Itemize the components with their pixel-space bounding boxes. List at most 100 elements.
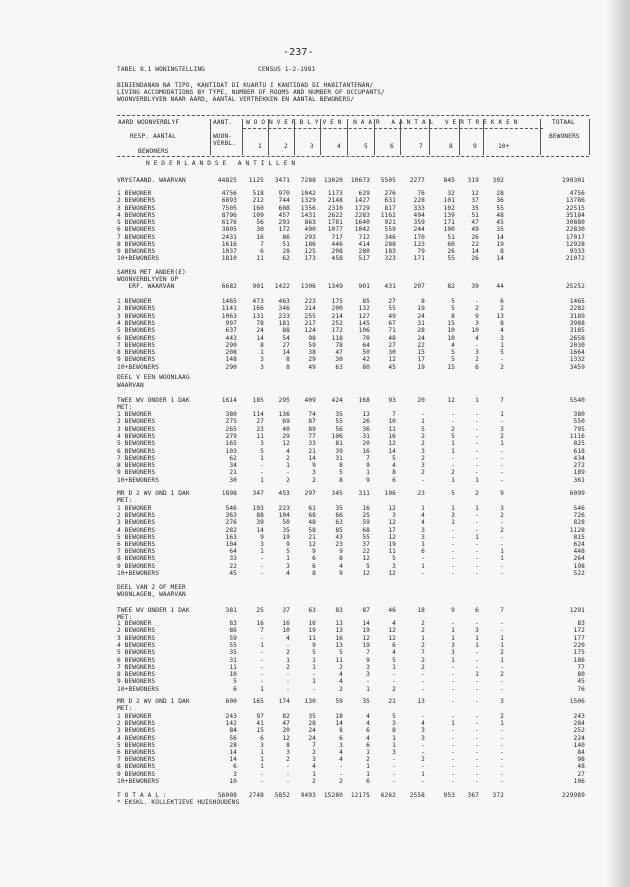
cell-rooms-6: 288 — [384, 240, 396, 248]
cell-rooms-4: 2 — [339, 777, 343, 785]
cell-rooms-3: - — [312, 685, 316, 693]
cell-rooms-6: 346 — [384, 233, 396, 241]
cell-rooms-6: 8 — [392, 469, 396, 477]
cell-total-occupants: 284 — [573, 720, 585, 728]
cell-rooms-8: - — [451, 763, 455, 771]
cell-rooms-1: 88 — [256, 512, 264, 520]
cell-rooms-8: 5 — [451, 298, 455, 305]
cell-dwellings: 34 — [229, 462, 237, 470]
cell-rooms-5: 132 — [358, 305, 370, 313]
cell-rooms-1: - — [260, 562, 264, 570]
cell-rooms-4: 83 — [335, 607, 343, 614]
cell-rooms-8: - — [451, 727, 455, 735]
cell-total-occupants: 1128 — [569, 526, 585, 534]
cell-rooms-6: 5 — [392, 555, 396, 563]
cell-rooms-2: 4 — [286, 634, 290, 642]
cell-rooms-1: 6 — [260, 248, 264, 255]
cell-rooms-9: - — [475, 569, 479, 577]
cell-rooms-9: 26 — [471, 233, 479, 241]
cell-rooms-9: 319 — [467, 177, 479, 184]
cell-rooms-7: 170 — [413, 233, 425, 241]
cell-dwellings: 276 — [225, 519, 237, 527]
cell-rooms-3: 38 — [308, 349, 316, 357]
cell-rooms-3: 58 — [308, 526, 316, 534]
cell-rooms-1: 518 — [252, 190, 264, 197]
cell-rooms-8: 100 — [443, 226, 455, 234]
cell-rooms-8: 8 — [451, 312, 455, 320]
cell-rooms-8: 1 — [451, 505, 455, 512]
cell-rooms-6: 45 — [388, 363, 396, 371]
cell-rooms-3: 9 — [312, 641, 316, 649]
cell-rooms-10+: - — [500, 562, 504, 570]
cell-total-occupants: 98 — [577, 756, 585, 764]
cell-dwellings: 600 — [225, 698, 237, 705]
cell-rooms-10+: 2 — [500, 432, 504, 440]
cell-rooms-6: 12 — [388, 519, 396, 527]
column-divider — [589, 119, 590, 155]
cell-rooms-7: 2 — [421, 454, 425, 462]
cell-rooms-9: - — [475, 341, 479, 349]
cell-total-occupants: 272 — [573, 462, 585, 470]
cell-rooms-2: 28 — [282, 248, 290, 255]
cell-rooms-3: 98 — [308, 334, 316, 342]
cell-rooms-10+: 2 — [500, 671, 504, 679]
row-label: 5 BEWONERS — [117, 327, 156, 335]
row-label: 8 BEWONERS — [117, 671, 156, 679]
cell-total-occupants: 434 — [573, 454, 585, 462]
cell-rooms-1: 1 — [260, 349, 264, 357]
cell-dwellings: 5 — [233, 678, 237, 686]
cell-rooms-5: 55 — [362, 533, 370, 541]
cell-rooms-2: 2 — [286, 454, 290, 462]
cell-rooms-8: - — [451, 770, 455, 778]
cell-rooms-10+: 6 — [500, 298, 504, 305]
cell-rooms-4: 4 — [339, 756, 343, 764]
cell-total-occupants: 106 — [573, 777, 585, 785]
cell-rooms-5: 4 — [366, 713, 370, 720]
cell-dwellings: 363 — [225, 512, 237, 520]
cell-rooms-6: 5505 — [380, 177, 396, 184]
row-label: 9 BEWONERS — [117, 248, 156, 255]
cell-total-occupants: 550 — [573, 418, 585, 426]
cell-rooms-9: - — [475, 462, 479, 470]
cell-rooms-8: - — [451, 569, 455, 577]
cell-rooms-8: 1 — [451, 720, 455, 728]
cell-total-occupants: 25252 — [565, 283, 585, 290]
cell-rooms-2: 35 — [282, 526, 290, 534]
cell-total-occupants: 48 — [577, 763, 585, 771]
cell-dwellings: 1141 — [221, 305, 237, 313]
cell-rooms-6: 817 — [384, 204, 396, 212]
cell-rooms-6: 16 — [388, 432, 396, 440]
cell-rooms-7: 1 — [421, 418, 425, 426]
cell-rooms-4: 214 — [331, 312, 343, 320]
cell-dwellings: 1810 — [221, 255, 237, 263]
cell-rooms-4: 78 — [335, 341, 343, 349]
cell-dwellings: 1063 — [221, 312, 237, 320]
cell-rooms-4: 345 — [331, 490, 343, 497]
cell-rooms-3: 217 — [304, 319, 316, 327]
title-line-1: BIBIENDANAN NA TIPO, KANTIDAT DI KUARTU … — [117, 82, 374, 89]
cell-dwellings: 6176 — [221, 219, 237, 226]
subgroup-heading: SAMEN MET ANDER(E) — [117, 269, 186, 276]
cell-rooms-3: 1 — [312, 663, 316, 671]
cell-rooms-6: 12 — [388, 533, 396, 541]
cell-rooms-5: 26 — [362, 418, 370, 426]
cell-rooms-8: 845 — [443, 177, 455, 184]
cell-total-occupants: 522 — [573, 569, 585, 577]
row-label: VRYSTAAND. WAARVAN — [117, 177, 186, 184]
row-label: MR D 2 WV OND 1 DAK — [117, 490, 190, 497]
cell-rooms-10+: - — [500, 356, 504, 364]
cell-rooms-6: 10 — [388, 418, 396, 426]
cell-rooms-5: 5 — [366, 562, 370, 570]
cell-rooms-8: - — [451, 526, 455, 534]
cell-rooms-3: 21 — [308, 533, 316, 541]
cell-rooms-3: 6 — [312, 555, 316, 563]
cell-rooms-6: 1 — [392, 734, 396, 742]
cell-rooms-3: 223 — [304, 298, 316, 305]
cell-rooms-3: 9 — [312, 462, 316, 470]
cell-rooms-10+: 48 — [496, 211, 504, 219]
cell-rooms-3: 186 — [304, 240, 316, 248]
cell-rooms-3: 29 — [308, 356, 316, 364]
cell-rooms-5: 12 — [362, 555, 370, 563]
cell-rooms-10+: 1 — [500, 720, 504, 728]
cell-rooms-4: 1781 — [327, 219, 343, 226]
